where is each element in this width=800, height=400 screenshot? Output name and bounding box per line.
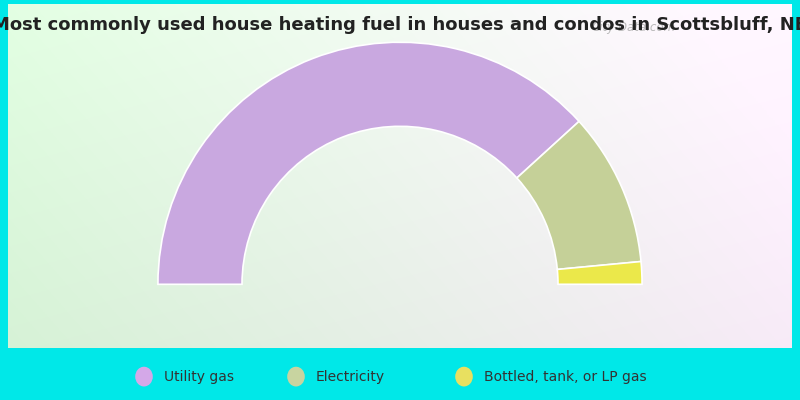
Ellipse shape bbox=[135, 367, 153, 386]
Text: Bottled, tank, or LP gas: Bottled, tank, or LP gas bbox=[484, 370, 646, 384]
Text: Most commonly used house heating fuel in houses and condos in Scottsbluff, NE: Most commonly used house heating fuel in… bbox=[0, 16, 800, 34]
Wedge shape bbox=[517, 121, 641, 270]
Text: Utility gas: Utility gas bbox=[164, 370, 234, 384]
Wedge shape bbox=[158, 42, 579, 284]
Text: City-Data.com: City-Data.com bbox=[591, 21, 675, 34]
Wedge shape bbox=[558, 262, 642, 284]
Ellipse shape bbox=[287, 367, 305, 386]
Text: Electricity: Electricity bbox=[316, 370, 385, 384]
Ellipse shape bbox=[455, 367, 473, 386]
